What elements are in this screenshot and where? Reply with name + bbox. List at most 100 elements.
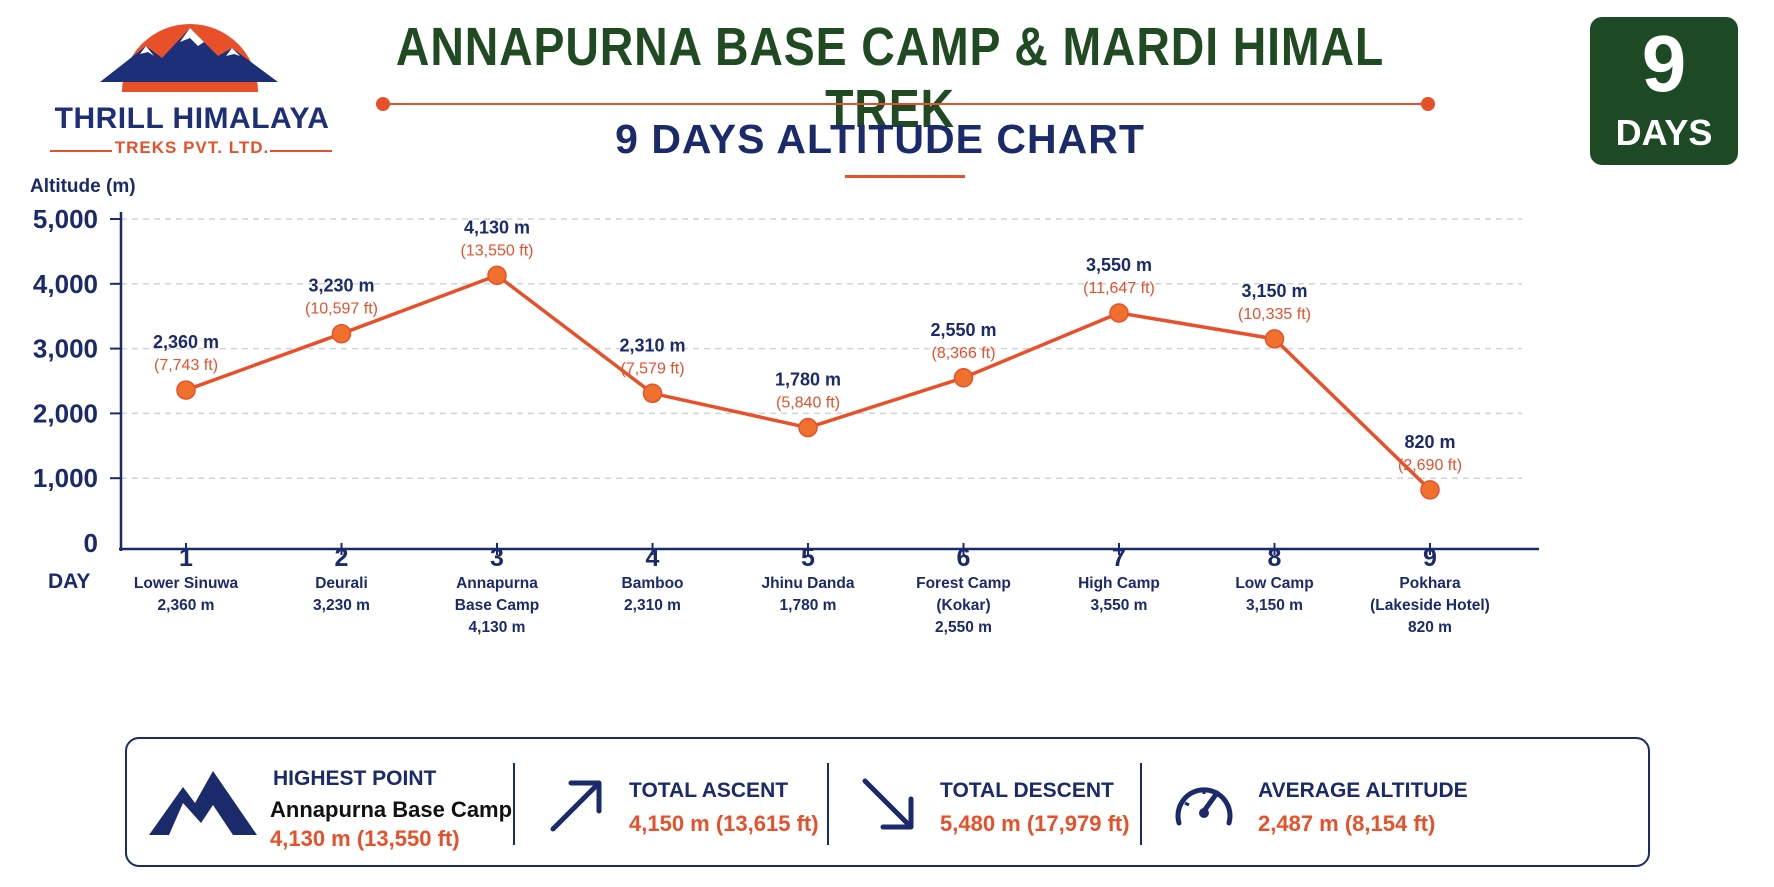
y-axis-ticks: 0 1,000 2,000 3,000 4,000 5,000	[33, 204, 121, 558]
mountain-icon	[149, 771, 257, 835]
day-number: 3	[490, 544, 504, 572]
data-point	[642, 383, 663, 404]
point-label-ft: (8,366 ft)	[931, 345, 995, 362]
y-tick-label: 5,000	[33, 204, 98, 234]
highest-point-value: 4,130 m (13,550 ft)	[270, 826, 460, 851]
point-label-m: 2,310 m	[619, 335, 685, 355]
data-point	[1264, 329, 1285, 349]
highest-point-title: HIGHEST POINT	[273, 767, 437, 790]
rule-dot-left	[376, 97, 390, 111]
camp-name: Bamboo	[622, 575, 684, 592]
day-number: 6	[957, 544, 971, 572]
logo-name: THRILL HIMALAYA	[54, 102, 330, 135]
point-label-m: 3,550 m	[1086, 255, 1152, 275]
company-logo: THRILL HIMALAYA TREKS PVT. LTD.	[40, 10, 340, 170]
summary-divider	[1140, 763, 1142, 845]
camp-name: Annapurna	[456, 575, 538, 592]
day-number: 5	[801, 544, 815, 572]
camp-altitude: 2,360 m	[158, 597, 215, 614]
y-axis-title: Altitude (m)	[30, 176, 136, 197]
summary-panel: HIGHEST POINT Annapurna Base Camp 4,130 …	[125, 737, 1650, 867]
point-label-m: 2,550 m	[930, 320, 996, 340]
logo-peaks-icon	[100, 28, 278, 82]
point-label-m: 1,780 m	[775, 370, 841, 390]
day-number: 9	[1423, 544, 1437, 572]
highest-point-place: Annapurna Base Camp	[270, 797, 513, 822]
logo-mountain-icon	[100, 24, 278, 92]
point-label-ft: (5,840 ft)	[776, 395, 840, 412]
average-altitude-title: AVERAGE ALTITUDE	[1258, 779, 1468, 802]
data-point	[487, 265, 507, 286]
total-descent-title: TOTAL DESCENT	[940, 779, 1114, 802]
data-point	[953, 368, 974, 388]
day-number: 1	[179, 544, 193, 572]
point-label-ft: (10,597 ft)	[305, 301, 378, 318]
data-point	[1109, 303, 1129, 323]
y-tick-label: 2,000	[33, 398, 98, 428]
title-rule	[376, 97, 1435, 111]
rule-dot-right	[1421, 97, 1435, 111]
camp-altitude: 820 m	[1408, 619, 1452, 636]
point-label-m: 3,150 m	[1241, 281, 1307, 301]
days-badge: 9 DAYS	[1590, 17, 1738, 165]
logo-rule-right	[270, 150, 332, 152]
day-number: 4	[646, 544, 660, 572]
camp-name: Low Camp	[1235, 575, 1313, 592]
point-labels: 2,360 m (7,743 ft) 3,230 m (10,597 ft) 4,130…	[153, 217, 1462, 473]
gauge-icon	[1175, 787, 1233, 826]
point-label-ft: (2,690 ft)	[1398, 457, 1462, 474]
days-badge-label: DAYS	[1615, 112, 1713, 153]
day-number: 2	[335, 544, 349, 572]
camp-name: Forest Camp	[916, 575, 1011, 592]
page-subtitle: 9 DAYS ALTITUDE CHART	[615, 116, 1145, 162]
point-label-ft: (10,335 ft)	[1238, 306, 1311, 323]
logo-rule-left	[50, 150, 112, 152]
camp-name: Base Camp	[455, 597, 539, 614]
camp-altitude: 3,150 m	[1246, 597, 1303, 614]
average-altitude-value: 2,487 m (8,154 ft)	[1258, 811, 1436, 836]
point-label-m: 820 m	[1404, 432, 1455, 452]
camp-name: (Kokar)	[936, 597, 990, 614]
camp-name: (Lakeside Hotel)	[1370, 597, 1490, 614]
page-title: ANNAPURNA BASE CAMP & MARDI HIMAL TREK	[395, 17, 1385, 139]
subtitle-rule	[845, 175, 965, 178]
point-label-m: 4,130 m	[464, 217, 530, 237]
days-badge-number: 9	[1641, 19, 1687, 108]
arrow-up-right-icon	[550, 780, 602, 832]
camp-altitude: 4,130 m	[469, 619, 526, 636]
day-number: 7	[1112, 544, 1126, 572]
camp-altitude: 2,310 m	[624, 597, 681, 614]
day-number: 8	[1268, 544, 1282, 572]
data-point	[331, 323, 352, 344]
y-tick-label: 3,000	[33, 334, 98, 364]
total-descent-value: 5,480 m (17,979 ft)	[940, 811, 1130, 836]
data-point	[176, 380, 196, 400]
data-points	[176, 265, 1440, 500]
y-tick-label: 1,000	[33, 463, 98, 493]
camp-altitude: 3,550 m	[1091, 597, 1148, 614]
chart-gridlines	[121, 218, 1522, 479]
x-axis-labels: 1 Lower Sinuwa 2,360 m 2 Deurali 3,230 m 3 Anna…	[134, 543, 1490, 636]
summary-divider	[513, 763, 515, 845]
y-tick-label: 4,000	[33, 269, 98, 299]
camp-altitude: 1,780 m	[780, 597, 837, 614]
point-label-m: 2,360 m	[153, 332, 219, 352]
camp-name: Pokhara	[1399, 575, 1461, 592]
camp-name: Deurali	[315, 575, 368, 592]
x-axis-title: DAY	[48, 570, 90, 593]
summary-divider	[827, 763, 829, 845]
total-ascent-value: 4,150 m (13,615 ft)	[629, 811, 819, 836]
point-label-ft: (13,550 ft)	[461, 242, 534, 259]
camp-name: High Camp	[1078, 575, 1160, 592]
point-label-ft: (11,647 ft)	[1083, 280, 1155, 297]
arrow-down-right-icon	[862, 778, 914, 830]
point-label-m: 3,230 m	[308, 276, 374, 296]
point-label-ft: (7,579 ft)	[620, 360, 684, 377]
camp-altitude: 3,230 m	[313, 597, 370, 614]
point-label-ft: (7,743 ft)	[154, 357, 218, 374]
y-tick-label: 0	[84, 528, 98, 558]
data-point	[798, 417, 818, 438]
logo-snowcap-icon	[180, 28, 204, 46]
logo-subtitle: TREKS PVT. LTD.	[114, 138, 270, 157]
